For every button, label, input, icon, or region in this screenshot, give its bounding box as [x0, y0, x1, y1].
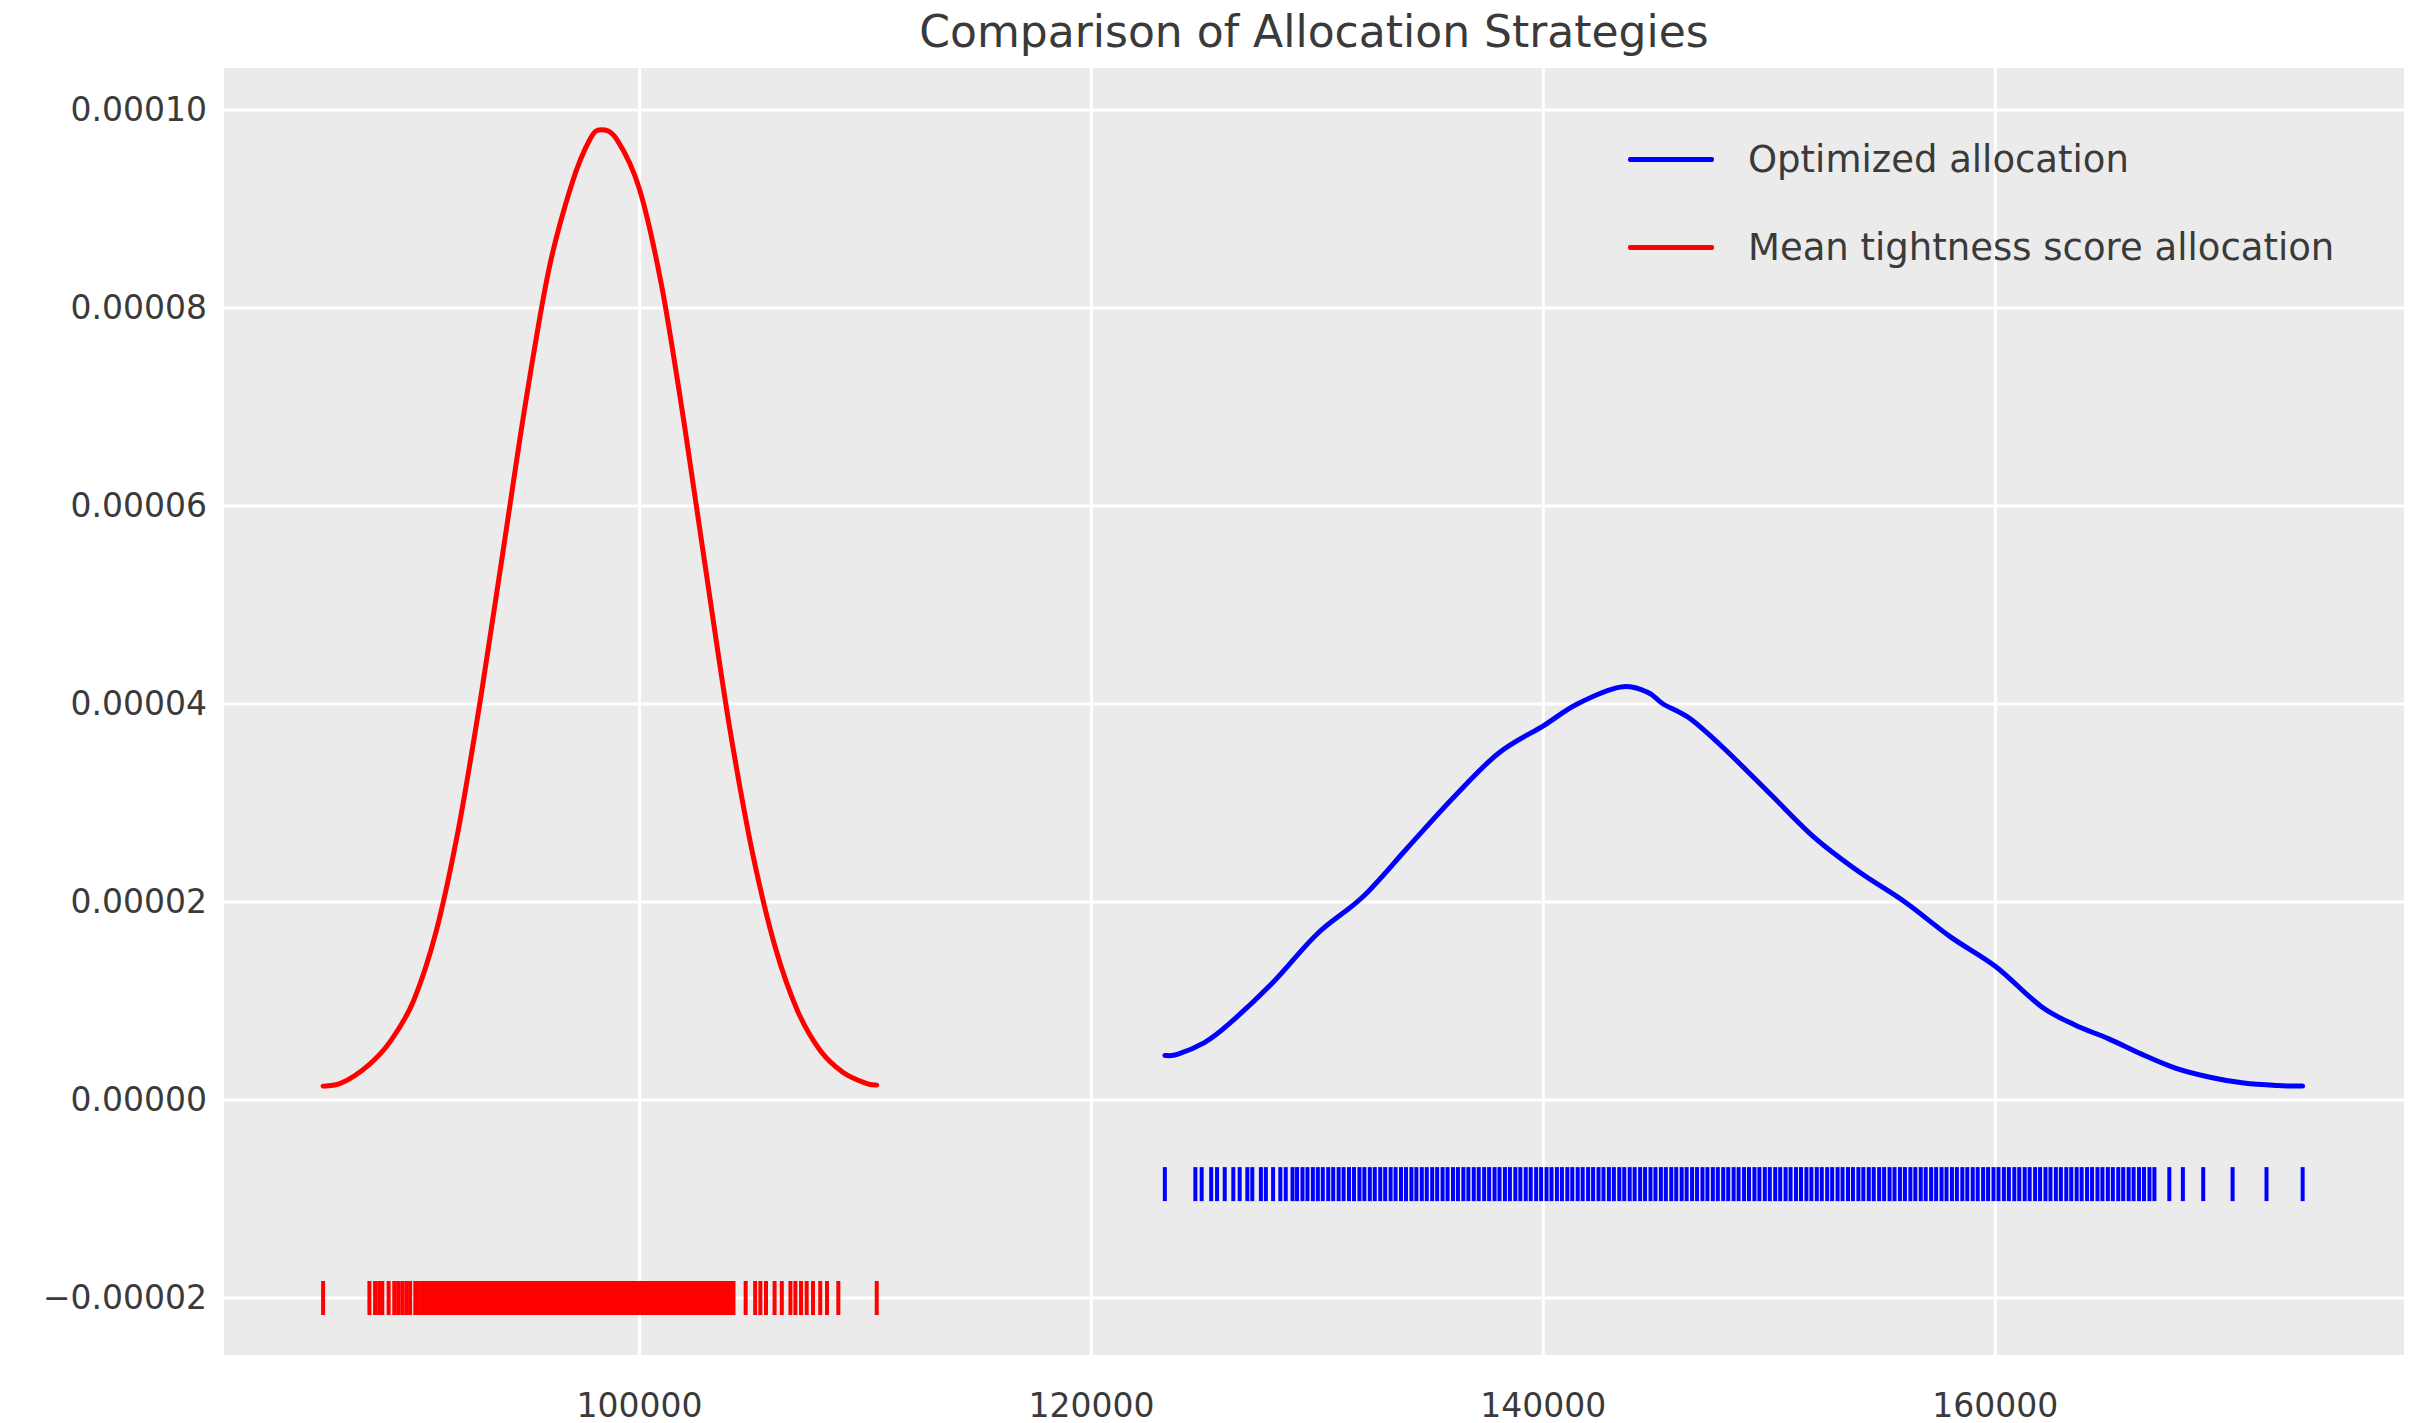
x-tick-label: 120000: [1028, 1386, 1154, 1423]
y-tick-label: 0.00008: [71, 288, 207, 327]
y-tick-label: 0.00002: [71, 882, 207, 921]
y-tick-label: 0.00010: [71, 90, 207, 129]
legend-line-sample-blue: [1628, 157, 1714, 162]
x-tick-label: 100000: [576, 1386, 702, 1423]
x-tick-label: 140000: [1480, 1386, 1606, 1423]
chart-title: Comparison of Allocation Strategies: [224, 6, 2404, 57]
legend-item-mean-tightness: Mean tightness score allocation: [1628, 218, 2334, 276]
y-tick-label: −0.00002: [43, 1278, 207, 1317]
y-tick-label: 0.00004: [71, 684, 207, 723]
legend-label: Mean tightness score allocation: [1748, 226, 2334, 269]
y-tick-label: 0.00000: [71, 1080, 207, 1119]
legend: Optimized allocation Mean tightness scor…: [1628, 130, 2334, 276]
legend-label: Optimized allocation: [1748, 138, 2129, 181]
x-tick-label: 160000: [1932, 1386, 2058, 1423]
legend-line-sample-red: [1628, 245, 1714, 250]
y-tick-label: 0.00006: [71, 486, 207, 525]
figure: 100000 120000 140000 160000 −0.00002 0.00000 0…: [0, 0, 2423, 1423]
legend-item-optimized: Optimized allocation: [1628, 130, 2334, 188]
